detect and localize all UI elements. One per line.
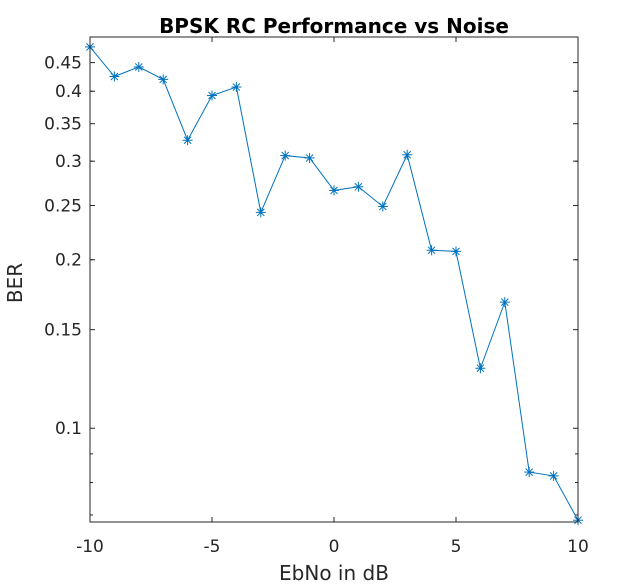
axes-box [89, 36, 579, 523]
marker-stroke [208, 91, 216, 100]
x-tick-label: -10 [76, 537, 104, 557]
data-point [402, 149, 413, 160]
marker-stroke [330, 186, 338, 195]
y-tick-label: 0.25 [44, 197, 82, 217]
marker-stroke [525, 468, 534, 476]
marker-stroke [452, 247, 460, 256]
plot-area [90, 37, 578, 522]
data-point [207, 90, 217, 101]
y-tick-label: 0.3 [55, 152, 82, 172]
data-point [377, 201, 388, 212]
marker-stroke [134, 63, 143, 71]
data-point [182, 135, 193, 146]
data-point [475, 363, 486, 374]
data-point [158, 74, 169, 85]
data-point [304, 152, 315, 163]
marker-stroke [354, 182, 363, 191]
x-tick-labels: -10 -5 0 5 10 [76, 537, 589, 557]
x-tick-label: 10 [567, 537, 589, 557]
marker-stroke [281, 151, 290, 160]
data-point [426, 245, 437, 256]
marker-stroke [159, 75, 168, 84]
x-tick-label: 0 [329, 537, 340, 557]
chart-title: BPSK RC Performance vs Noise [159, 14, 509, 38]
marker-stroke [256, 208, 265, 217]
marker-stroke [305, 154, 314, 162]
y-tick-label: 0.4 [55, 82, 82, 102]
marker-stroke [183, 136, 192, 145]
data-point [109, 71, 120, 82]
data-point [280, 150, 291, 161]
x-tick-label: -5 [204, 537, 221, 557]
data-point [499, 297, 510, 308]
marker-stroke [378, 202, 387, 211]
y-tick-label: 0.2 [55, 251, 82, 271]
marker-stroke [500, 298, 509, 307]
marker-stroke [549, 472, 558, 480]
y-tick-label: 0.15 [44, 321, 82, 341]
y-tick-labels: 0.1 0.15 0.2 0.25 0.3 0.35 0.4 0.45 [44, 54, 82, 440]
data-point [255, 207, 266, 218]
y-axis-label: BER [3, 263, 27, 303]
data-point [231, 82, 242, 93]
y-tick-label: 0.45 [44, 54, 82, 74]
x-axis-label: EbNo in dB [279, 561, 389, 585]
marker-stroke [232, 83, 241, 91]
marker-stroke [403, 150, 412, 159]
data-point [548, 470, 559, 481]
data-point [133, 61, 144, 72]
x-tick-label: 5 [451, 537, 462, 557]
data-point [524, 467, 535, 478]
marker-stroke [110, 72, 119, 81]
y-tick-label: 0.35 [44, 115, 82, 135]
data-point [353, 181, 364, 192]
y-tick-label: 0.1 [55, 419, 82, 439]
marker-stroke [476, 364, 485, 373]
marker-stroke [427, 246, 436, 255]
data-point [451, 246, 461, 257]
data-point [329, 185, 339, 196]
